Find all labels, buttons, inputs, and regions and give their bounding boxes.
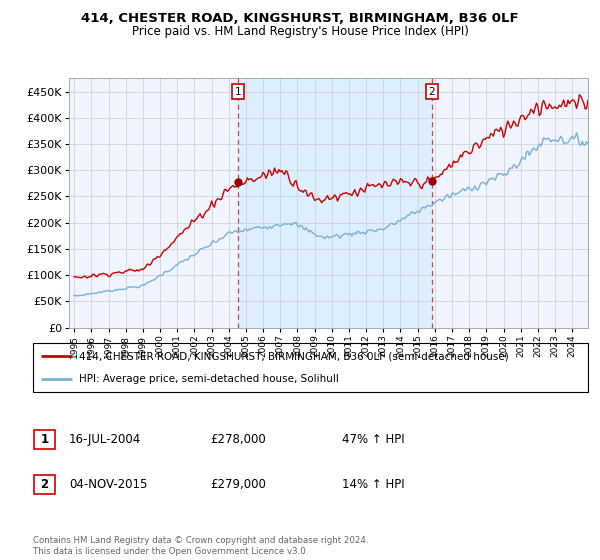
Text: 16-JUL-2004: 16-JUL-2004 — [69, 433, 141, 446]
Text: 414, CHESTER ROAD, KINGSHURST, BIRMINGHAM, B36 0LF (semi-detached house): 414, CHESTER ROAD, KINGSHURST, BIRMINGHA… — [79, 351, 508, 361]
Text: 1: 1 — [40, 433, 49, 446]
Text: 1: 1 — [235, 86, 241, 96]
Text: 14% ↑ HPI: 14% ↑ HPI — [342, 478, 404, 491]
Bar — [238, 78, 432, 328]
Text: £279,000: £279,000 — [210, 478, 266, 491]
Text: 47% ↑ HPI: 47% ↑ HPI — [342, 433, 404, 446]
Text: HPI: Average price, semi-detached house, Solihull: HPI: Average price, semi-detached house,… — [79, 374, 338, 384]
Text: 2: 2 — [40, 478, 49, 491]
Text: Price paid vs. HM Land Registry's House Price Index (HPI): Price paid vs. HM Land Registry's House … — [131, 25, 469, 38]
Text: 2: 2 — [429, 86, 436, 96]
Text: 414, CHESTER ROAD, KINGSHURST, BIRMINGHAM, B36 0LF: 414, CHESTER ROAD, KINGSHURST, BIRMINGHA… — [81, 12, 519, 25]
Text: Contains HM Land Registry data © Crown copyright and database right 2024.
This d: Contains HM Land Registry data © Crown c… — [33, 536, 368, 556]
Text: £278,000: £278,000 — [210, 433, 266, 446]
Text: 04-NOV-2015: 04-NOV-2015 — [69, 478, 148, 491]
